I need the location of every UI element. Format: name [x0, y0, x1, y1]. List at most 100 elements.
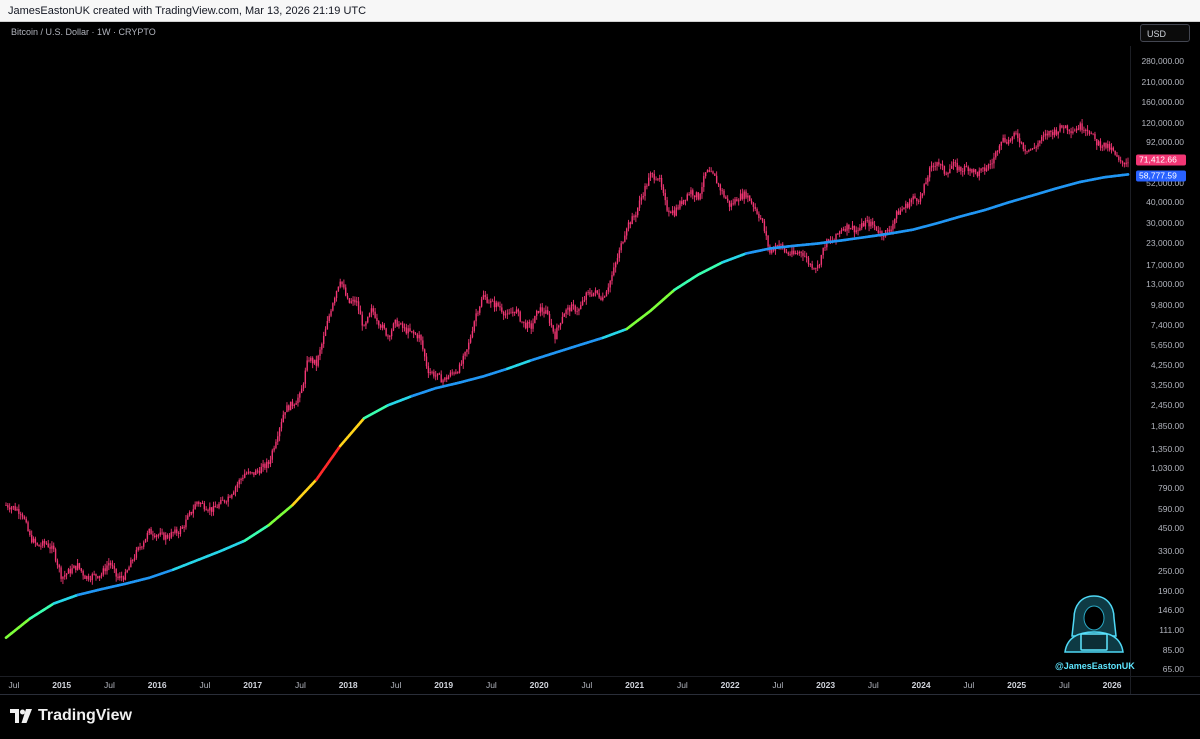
tradingview-logo-text: TradingView — [38, 707, 132, 725]
price-candle-body — [745, 192, 746, 198]
price-candle-body — [92, 574, 93, 580]
price-candle-body — [481, 299, 482, 306]
price-candle-body — [485, 295, 486, 297]
price-candle-body — [951, 166, 952, 169]
price-candle-body — [393, 324, 394, 331]
price-candle-body — [176, 529, 177, 533]
tradingview-logo[interactable]: TradingView — [10, 707, 132, 725]
price-candle-body — [966, 166, 967, 167]
price-candle-body — [156, 535, 157, 537]
price-candle-body — [503, 312, 504, 315]
price-candle-body — [720, 184, 721, 190]
price-candle-body — [780, 244, 781, 245]
price-candle-body — [920, 196, 921, 201]
time-axis-label: Jul — [963, 680, 974, 690]
price-candle-body — [586, 293, 587, 300]
price-candle-body — [136, 550, 137, 558]
price-candle-body — [835, 234, 836, 241]
price-candle-body — [81, 568, 82, 571]
time-axis-label: 2022 — [721, 680, 740, 690]
price-candle-body — [731, 203, 732, 206]
price-candle-body — [615, 263, 616, 268]
price-candle-body — [163, 533, 164, 540]
price-candle-body — [14, 506, 15, 510]
price-candle-body — [690, 190, 691, 194]
price-candle-body — [433, 372, 434, 377]
price-candle-body — [117, 577, 118, 579]
price-candle-body — [868, 220, 869, 226]
price-candle-body — [1081, 123, 1082, 130]
price-candle-body — [889, 230, 890, 232]
price-candle-body — [474, 321, 475, 331]
price-candle-body — [861, 223, 862, 228]
price-candle-body — [141, 547, 142, 548]
price-candle-body — [665, 193, 666, 200]
price-candle-body — [619, 250, 620, 258]
price-candle-body — [947, 173, 948, 174]
price-axis-label: 790.00 — [1124, 483, 1184, 493]
price-candle-body — [1024, 149, 1025, 151]
price-candle-body — [911, 200, 912, 203]
price-axis-label: 85.00 — [1124, 645, 1184, 655]
price-candle-body — [940, 164, 941, 165]
price-candle-body — [654, 174, 655, 180]
price-candle-body — [385, 328, 386, 335]
price-candle-body — [843, 229, 844, 230]
price-candle-body — [250, 472, 251, 473]
price-candle-body — [854, 226, 855, 233]
price-axis-label: 330.00 — [1124, 546, 1184, 556]
last-price-tag: 71,412.66 — [1136, 155, 1186, 166]
price-candle-body — [556, 327, 557, 339]
price-candle-body — [108, 563, 109, 566]
price-candle-body — [716, 176, 717, 184]
price-candle-body — [1072, 131, 1073, 132]
price-candle-body — [1041, 137, 1042, 141]
price-candle-body — [35, 539, 36, 543]
price-candle-body — [1045, 134, 1046, 136]
time-axis-label: Jul — [581, 680, 592, 690]
price-candle-body — [510, 313, 511, 314]
price-candle-body — [732, 203, 733, 204]
price-candle-body — [277, 436, 278, 442]
time-axis-label: 2016 — [148, 680, 167, 690]
price-candle-body — [648, 178, 649, 186]
price-candle-body — [542, 307, 543, 311]
price-candle-body — [839, 231, 840, 234]
price-candle-body — [633, 216, 634, 217]
price-candle-body — [681, 201, 682, 204]
price-candle-body — [1096, 139, 1097, 145]
price-candle-body — [66, 574, 67, 575]
price-candle-body — [1094, 134, 1095, 139]
price-candle-body — [200, 503, 201, 504]
time-axis-label: Jul — [104, 680, 115, 690]
price-candle-body — [286, 405, 287, 412]
price-candle-body — [475, 313, 476, 321]
price-candle-body — [1002, 138, 1003, 142]
price-candle-body — [532, 323, 533, 329]
price-candle-body — [406, 327, 407, 333]
price-candle-body — [46, 543, 47, 544]
price-candle-body — [1001, 142, 1002, 146]
price-candle-body — [1120, 160, 1121, 161]
price-candle-body — [608, 287, 609, 291]
price-candle-body — [288, 405, 289, 410]
price-candle-body — [883, 236, 884, 237]
price-candle-body — [606, 292, 607, 297]
price-candle-body — [497, 303, 498, 306]
price-chart[interactable] — [0, 0, 1200, 694]
price-candle-body — [1125, 163, 1126, 165]
price-candle-body — [424, 349, 425, 356]
price-candle-body — [75, 566, 76, 570]
price-candle-body — [216, 507, 217, 508]
price-candle-body — [463, 356, 464, 364]
price-candle-body — [721, 190, 722, 191]
price-candle-body — [749, 196, 750, 201]
price-candle-body — [1013, 133, 1014, 137]
price-candle-body — [409, 328, 410, 331]
price-candle-body — [233, 492, 234, 494]
price-candle-body — [1111, 148, 1112, 150]
price-candle-body — [439, 373, 440, 374]
price-candle-body — [218, 504, 219, 508]
price-candle-body — [455, 372, 456, 373]
price-candle-body — [152, 534, 153, 535]
